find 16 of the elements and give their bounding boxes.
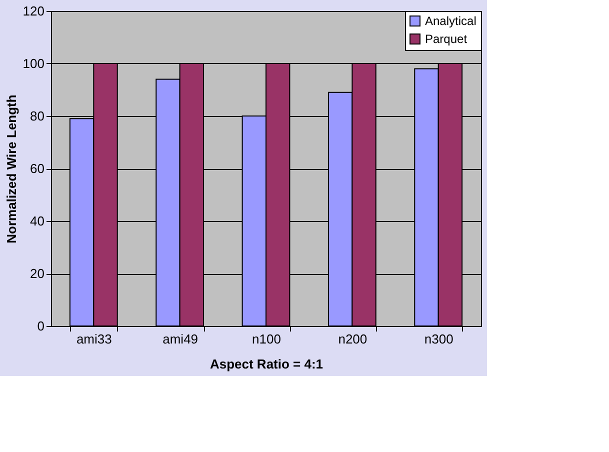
- y-tick-label: 60: [30, 161, 44, 176]
- x-tick-label: ami33: [76, 332, 112, 346]
- x-tick-label: n100: [252, 332, 281, 346]
- x-tick-label: n300: [424, 332, 454, 346]
- x-axis-title: Aspect Ratio = 4:1: [210, 356, 324, 372]
- y-tick-label: 20: [30, 266, 44, 281]
- legend-label: Parquet: [425, 32, 468, 46]
- y-tick-label: 80: [30, 108, 44, 124]
- y-tick-label: 0: [37, 318, 44, 334]
- y-tick-label: 120: [22, 4, 44, 18]
- x-tick-label: n200: [338, 332, 368, 346]
- legend-label: Analytical: [425, 14, 476, 28]
- y-tick-label: 40: [30, 214, 44, 228]
- x-tick-label: ami49: [162, 332, 198, 346]
- y-tick-label: 100: [22, 56, 44, 71]
- y-axis-title: Normalized Wire Length: [4, 94, 19, 244]
